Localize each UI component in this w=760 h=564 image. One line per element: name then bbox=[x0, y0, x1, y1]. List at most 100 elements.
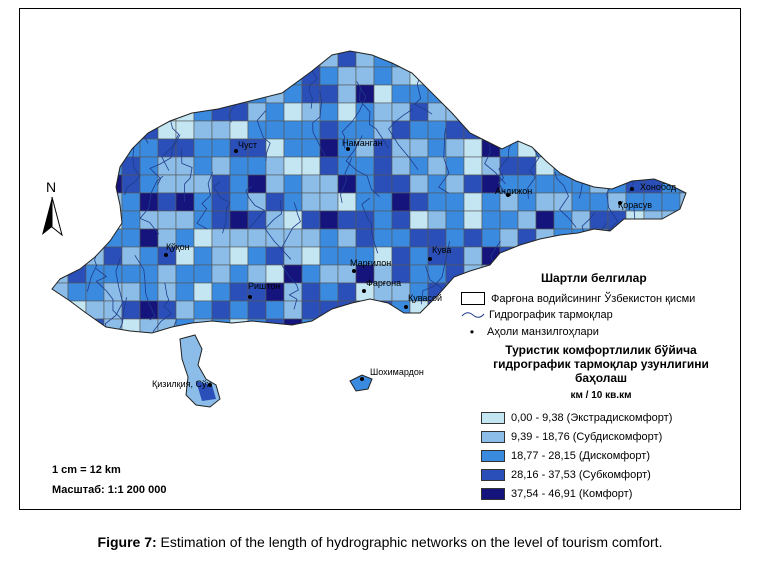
grid-cell bbox=[193, 246, 213, 266]
class-label: 37,54 - 46,91 (Комфорт) bbox=[511, 488, 633, 500]
grid-cell bbox=[553, 246, 573, 266]
grid-cell bbox=[85, 264, 105, 284]
grid-cell bbox=[86, 337, 104, 355]
legend-class-title: Туристик комфортлилик бўйича гидрографик… bbox=[493, 343, 709, 385]
grid-cell bbox=[85, 228, 105, 248]
grid-cell bbox=[643, 246, 663, 266]
grid-cell bbox=[589, 210, 609, 230]
grid-cell bbox=[139, 138, 159, 158]
grid-cell bbox=[553, 66, 573, 86]
grid-cell bbox=[157, 51, 177, 68]
grid-cell bbox=[301, 228, 321, 248]
grid-cell bbox=[229, 120, 249, 140]
grid-cell bbox=[265, 174, 285, 194]
grid-cell bbox=[175, 264, 195, 284]
grid-cell bbox=[319, 318, 339, 333]
grid-cell bbox=[589, 102, 609, 122]
grid-cell bbox=[52, 84, 69, 104]
grid-cell bbox=[211, 138, 231, 158]
grid-cell bbox=[625, 84, 645, 104]
grid-cell bbox=[67, 300, 87, 320]
grid-cell bbox=[607, 246, 627, 266]
grid-cell bbox=[481, 156, 501, 176]
grid-cell bbox=[139, 228, 159, 248]
grid-cell bbox=[121, 120, 141, 140]
city-label-qizilqiya-sox: Қизилқия, Сўх bbox=[152, 379, 212, 389]
grid-cell bbox=[337, 282, 357, 302]
grid-cell bbox=[535, 102, 555, 122]
grid-cell bbox=[409, 66, 429, 86]
grid-cell bbox=[409, 138, 429, 158]
grid-cell bbox=[211, 174, 231, 194]
legend-class-row: 0,00 - 9,38 (Экстрадискомфорт) bbox=[481, 411, 672, 425]
grid-cell bbox=[499, 156, 519, 176]
grid-cell bbox=[319, 282, 339, 302]
grid-cell bbox=[445, 102, 465, 122]
river-line bbox=[104, 256, 124, 332]
caption-label: Figure 7: bbox=[97, 534, 157, 550]
grid-cell bbox=[391, 228, 411, 248]
grid-cell bbox=[355, 318, 375, 333]
city-label-fargona: Фарғона bbox=[366, 278, 401, 288]
river-line bbox=[124, 142, 141, 196]
grid-cell bbox=[193, 264, 213, 284]
grid-cell bbox=[409, 102, 429, 122]
grid-cell bbox=[68, 337, 86, 355]
grid-cell bbox=[337, 300, 357, 320]
grid-cell bbox=[481, 66, 501, 86]
grid-cell bbox=[52, 318, 69, 333]
river-line bbox=[420, 241, 450, 305]
class-swatch bbox=[481, 431, 505, 443]
grid-cell bbox=[661, 156, 681, 176]
grid-cell bbox=[571, 51, 591, 68]
grid-cell bbox=[139, 210, 159, 230]
city-label-margilon: Марғилон bbox=[350, 258, 391, 268]
grid-cell bbox=[517, 66, 537, 86]
grid-cell bbox=[571, 120, 591, 140]
grid-cell bbox=[319, 120, 339, 140]
grid-cell bbox=[338, 337, 356, 355]
grid-cell bbox=[67, 318, 87, 333]
grid-cell bbox=[67, 156, 87, 176]
grid-cell bbox=[481, 84, 501, 104]
grid-cell bbox=[499, 84, 519, 104]
grid-cell bbox=[625, 138, 645, 158]
grid-cell bbox=[193, 300, 213, 320]
grid-cell bbox=[481, 228, 501, 248]
grid-cell bbox=[391, 246, 411, 266]
grid-cell bbox=[337, 102, 357, 122]
grid-cell bbox=[679, 246, 686, 266]
grid-cell bbox=[679, 138, 686, 158]
grid-cell bbox=[661, 192, 681, 212]
grid-cell bbox=[67, 282, 87, 302]
grid-cell bbox=[121, 102, 141, 122]
grid-cell bbox=[337, 66, 357, 86]
grid-cell bbox=[52, 102, 69, 122]
grid-cell bbox=[625, 51, 645, 68]
grid-cell bbox=[121, 210, 141, 230]
river-line bbox=[574, 103, 596, 165]
grid-cell bbox=[319, 84, 339, 104]
grid-cell bbox=[337, 228, 357, 248]
class-swatch bbox=[481, 469, 505, 481]
grid-cell bbox=[373, 174, 393, 194]
grid-cell bbox=[427, 156, 447, 176]
grid-cell bbox=[283, 51, 303, 68]
grid-cell bbox=[589, 228, 609, 248]
grid-cell bbox=[553, 192, 573, 212]
grid-cell bbox=[301, 156, 321, 176]
grid-cell bbox=[661, 66, 681, 86]
river-line bbox=[280, 202, 301, 250]
grid-cell bbox=[283, 84, 303, 104]
grid-cell bbox=[607, 156, 627, 176]
grid-cell bbox=[121, 138, 141, 158]
grid-cell bbox=[337, 318, 357, 333]
grid-cell bbox=[355, 66, 375, 86]
grid-cell bbox=[247, 102, 267, 122]
river-line bbox=[245, 186, 266, 229]
grid-cell bbox=[193, 282, 213, 302]
grid-cell bbox=[67, 102, 87, 122]
grid-cell bbox=[373, 156, 393, 176]
grid-cell bbox=[391, 102, 411, 122]
grid-cell bbox=[589, 66, 609, 86]
